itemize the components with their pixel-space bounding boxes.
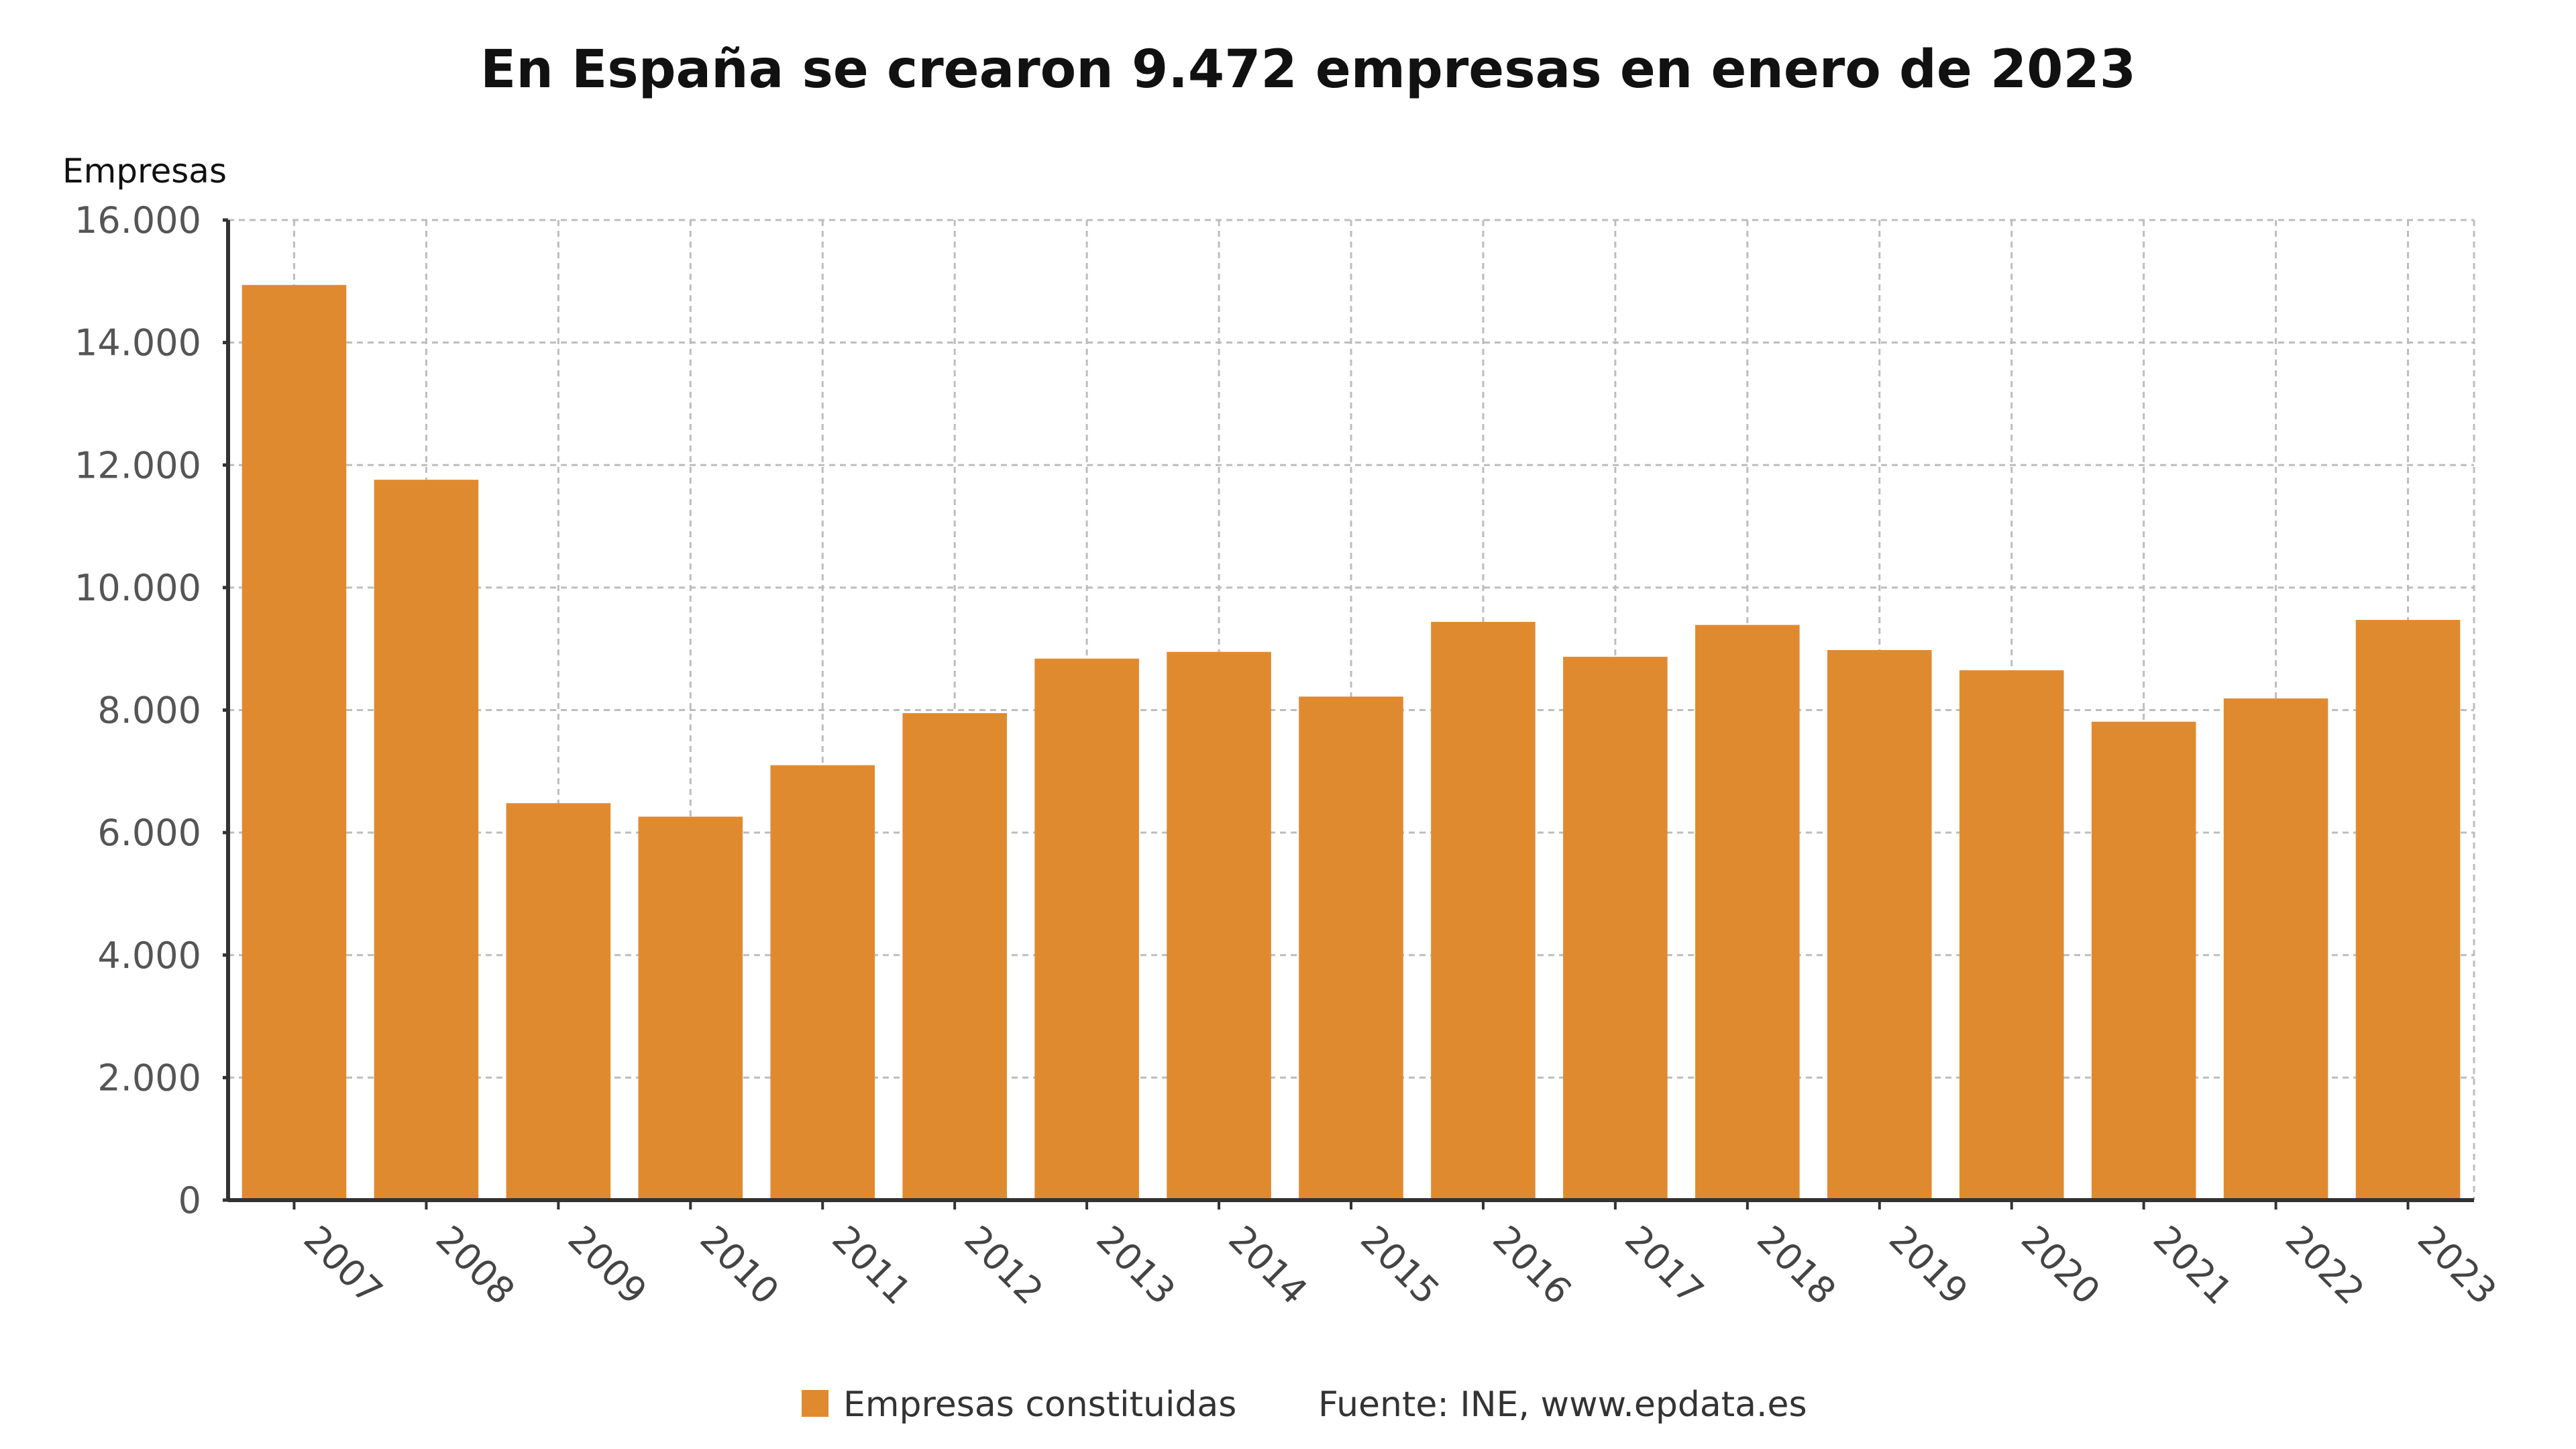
bar-2020 <box>1959 670 2064 1200</box>
bar-2011 <box>770 765 875 1200</box>
x-tick-label: 2019 <box>1881 1218 1976 1313</box>
bar-2014 <box>1167 651 1271 1200</box>
bar-2019 <box>1827 650 1932 1200</box>
y-tick-label: 2.000 <box>97 1057 201 1099</box>
bar-2016 <box>1431 622 1536 1200</box>
x-tick-label: 2017 <box>1617 1218 1712 1313</box>
bar-2015 <box>1299 696 1403 1200</box>
bar-2021 <box>2091 721 2196 1200</box>
y-tick-label: 14.000 <box>74 322 201 364</box>
x-tick-label: 2013 <box>1088 1218 1183 1313</box>
bar-2008 <box>374 480 479 1200</box>
x-tick-label: 2018 <box>1749 1218 1844 1313</box>
x-tick-label: 2022 <box>2277 1218 2373 1313</box>
bar-2009 <box>506 803 611 1200</box>
y-axis-label: Empresas <box>62 152 227 191</box>
bar-2010 <box>638 816 743 1200</box>
x-tick-label: 2020 <box>2013 1218 2108 1313</box>
legend: Empresas constituidas Fuente: INE, www.e… <box>802 1385 1807 1425</box>
bar-2023 <box>2355 620 2461 1200</box>
bar-2017 <box>1563 657 1668 1200</box>
legend-swatch <box>802 1390 828 1417</box>
x-tick-label: 2008 <box>428 1218 523 1313</box>
y-tick-label: 0 <box>178 1179 201 1222</box>
x-tick-label: 2015 <box>1352 1218 1448 1313</box>
bars <box>241 284 2461 1200</box>
x-tick-label: 2011 <box>824 1218 919 1313</box>
legend-label: Empresas constituidas <box>843 1385 1236 1425</box>
x-tick-label: 2016 <box>1485 1218 1580 1313</box>
y-tick-label: 8.000 <box>97 690 201 732</box>
y-tick-label: 16.000 <box>74 199 201 241</box>
source-label: Fuente: INE, www.epdata.es <box>1318 1385 1807 1425</box>
x-tick-label: 2010 <box>692 1218 788 1313</box>
axes <box>223 218 2474 1210</box>
y-tick-label: 4.000 <box>97 934 201 977</box>
bar-2012 <box>902 713 1007 1200</box>
x-ticks: 2007 2008 2009 2010 2011 2012 2013 2014 2015 2016… <box>296 1218 2505 1313</box>
x-tick-label: 2012 <box>956 1218 1051 1313</box>
x-tick-label: 2009 <box>560 1218 655 1313</box>
x-tick-label: 2023 <box>2410 1218 2505 1313</box>
y-tick-label: 12.000 <box>74 444 201 486</box>
x-tick-label: 2014 <box>1220 1218 1316 1313</box>
bar-2018 <box>1695 625 1800 1200</box>
bar-2013 <box>1034 658 1139 1200</box>
x-tick-label: 2021 <box>2145 1218 2241 1313</box>
chart-title: En España se crearon 9.472 empresas en e… <box>480 40 2136 100</box>
bar-2022 <box>2223 698 2328 1200</box>
y-tick-label: 6.000 <box>97 812 201 854</box>
y-ticks: 0 2.000 4.000 6.000 8.000 10.000 12.000 14.000 1… <box>74 199 201 1222</box>
bar-2007 <box>241 284 347 1200</box>
y-tick-label: 10.000 <box>74 567 201 609</box>
x-tick-label: 2007 <box>296 1218 391 1313</box>
